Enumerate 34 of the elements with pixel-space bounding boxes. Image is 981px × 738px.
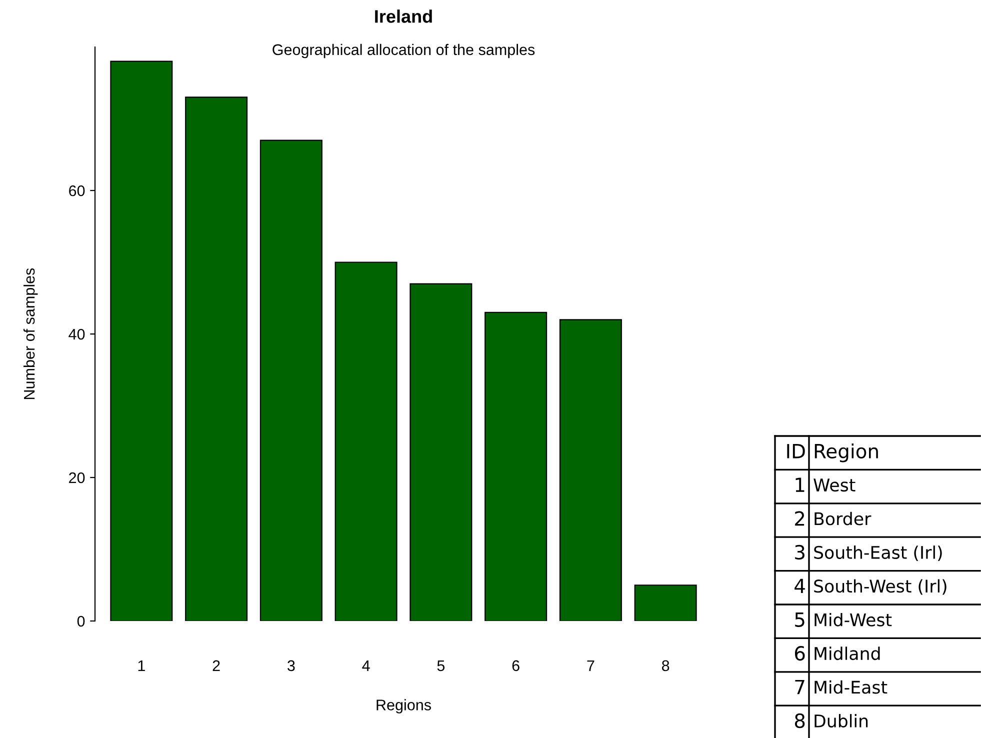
category-label: 6 [794, 646, 805, 661]
x-tick-label: 1 [138, 660, 145, 671]
y-axis-title: Number of samples [23, 268, 38, 399]
y-tick-label: 60 [69, 185, 85, 196]
text: West [814, 478, 856, 492]
y-tick-label: 20 [69, 472, 85, 484]
chart-title: Ireland [375, 10, 432, 23]
category-label: 7 [795, 680, 804, 694]
x-tick-label: 3 [288, 660, 295, 672]
text: Dublin [814, 714, 868, 728]
x-axis-title: Regions [376, 699, 431, 714]
category-label: 2 [795, 511, 804, 526]
text: Region [814, 443, 878, 462]
text: Border [814, 512, 872, 526]
text: Mid-East [814, 680, 888, 694]
category-label: 1 [796, 478, 804, 492]
text: ID [787, 444, 805, 458]
x-tick-label: 2 [212, 660, 220, 671]
x-tick-label: 8 [662, 660, 670, 672]
category-label: 8 [794, 713, 805, 728]
text: South-West (Irl) [814, 579, 946, 595]
x-tick-label: 7 [587, 660, 594, 671]
x-tick-label: 5 [437, 660, 445, 672]
category-label: 5 [795, 612, 804, 627]
text: Midland [814, 646, 880, 660]
text: South-East (Irl) [814, 546, 942, 562]
x-tick-label: 6 [512, 660, 520, 672]
text: Mid-West [814, 612, 892, 626]
category-label: 4 [794, 578, 805, 594]
y-tick-label: 0 [77, 616, 85, 627]
x-tick-label: 4 [362, 660, 370, 671]
y-tick-label: 40 [68, 328, 85, 340]
category-label: 3 [795, 544, 804, 560]
chart-subtitle: Geographical allocation of the samples [272, 44, 535, 58]
